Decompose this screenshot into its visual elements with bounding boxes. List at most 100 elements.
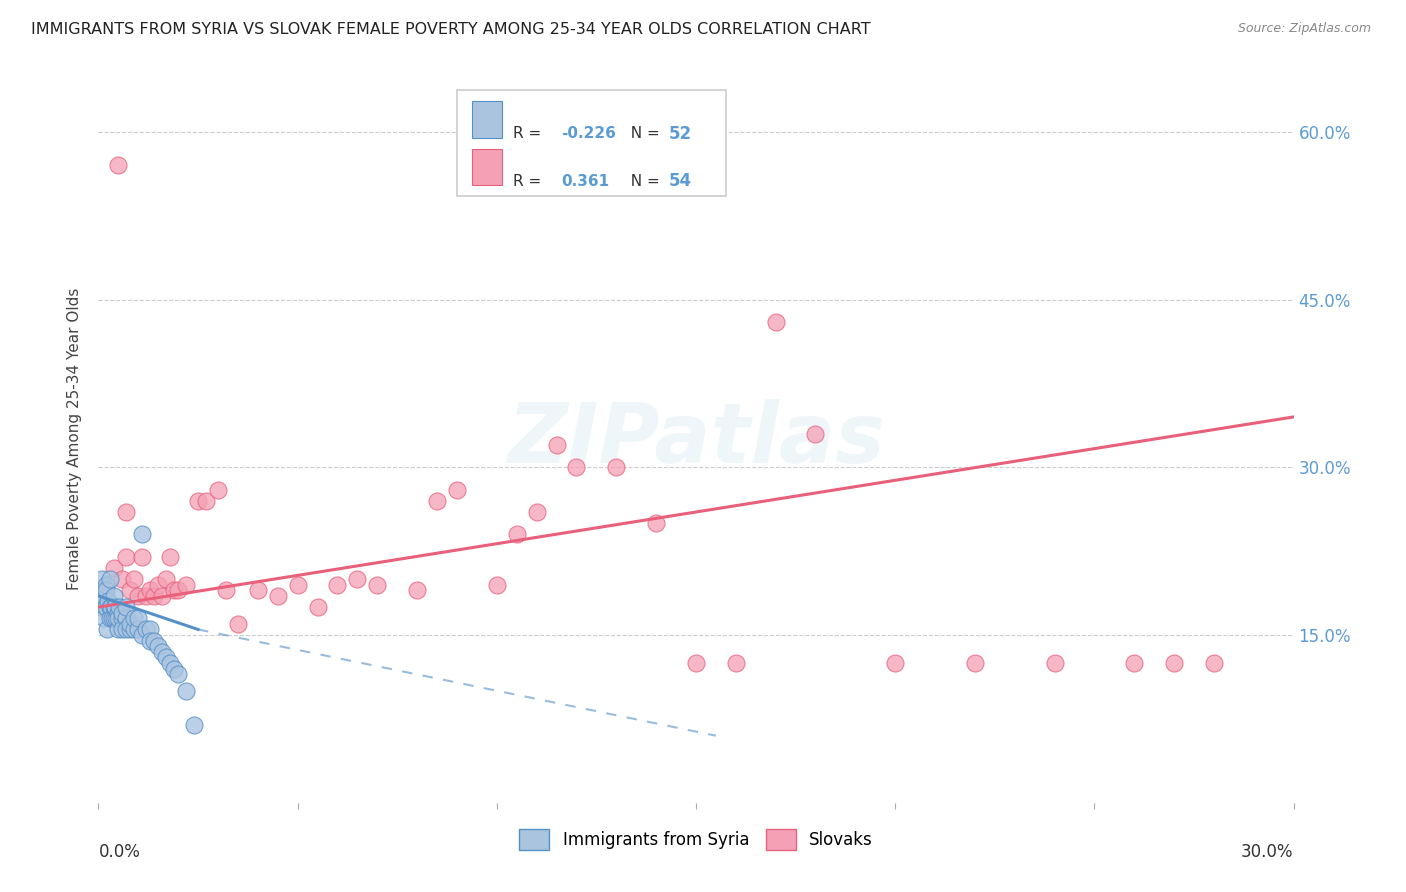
Text: ZIPatlas: ZIPatlas	[508, 399, 884, 480]
Point	[108, 600, 131, 615]
Point	[143, 589, 166, 603]
FancyBboxPatch shape	[472, 102, 502, 137]
Point	[159, 549, 181, 564]
Point	[124, 611, 146, 625]
Point	[91, 572, 114, 586]
Text: 52: 52	[668, 125, 692, 143]
Point	[115, 505, 138, 519]
Point	[163, 662, 186, 676]
Point	[131, 628, 153, 642]
Point	[103, 561, 125, 575]
Point	[187, 493, 209, 508]
Point	[91, 583, 114, 598]
Point	[406, 583, 429, 598]
Point	[267, 589, 290, 603]
Point	[111, 623, 134, 637]
Point	[115, 549, 138, 564]
Point	[96, 578, 118, 592]
Point	[115, 600, 138, 615]
Point	[100, 600, 122, 615]
Point	[215, 583, 238, 598]
Point	[226, 616, 249, 631]
Point	[107, 611, 129, 625]
Point	[150, 645, 173, 659]
Point	[91, 600, 114, 615]
Point	[645, 516, 668, 531]
Point	[1123, 656, 1146, 670]
Point	[526, 505, 548, 519]
Point	[174, 684, 197, 698]
FancyBboxPatch shape	[457, 90, 725, 195]
Point	[139, 633, 162, 648]
Point	[963, 656, 986, 670]
Point	[131, 549, 153, 564]
Point	[96, 583, 118, 598]
Text: 0.361: 0.361	[561, 174, 609, 189]
Point	[96, 623, 118, 637]
Point	[93, 611, 115, 625]
Point	[120, 616, 142, 631]
Point	[159, 656, 181, 670]
Point	[98, 572, 122, 586]
Point	[111, 606, 134, 620]
Point	[150, 589, 173, 603]
Point	[115, 611, 138, 625]
Point	[107, 623, 129, 637]
Point	[174, 578, 197, 592]
Point	[103, 589, 125, 603]
Point	[131, 527, 153, 541]
Point	[120, 623, 142, 637]
Point	[107, 158, 129, 172]
Point	[884, 656, 907, 670]
Point	[246, 583, 269, 598]
Text: Source: ZipAtlas.com: Source: ZipAtlas.com	[1237, 22, 1371, 36]
Text: 30.0%: 30.0%	[1241, 843, 1294, 861]
Point	[124, 623, 146, 637]
Point	[127, 611, 149, 625]
Point	[91, 589, 114, 603]
Point	[127, 589, 149, 603]
Point	[101, 611, 124, 625]
Point	[120, 583, 142, 598]
Point	[143, 633, 166, 648]
Point	[1163, 656, 1185, 670]
Point	[605, 460, 627, 475]
Point	[90, 600, 112, 615]
Point	[135, 589, 157, 603]
Point	[287, 578, 309, 592]
Point	[546, 438, 568, 452]
Point	[148, 578, 170, 592]
Text: IMMIGRANTS FROM SYRIA VS SLOVAK FEMALE POVERTY AMONG 25-34 YEAR OLDS CORRELATION: IMMIGRANTS FROM SYRIA VS SLOVAK FEMALE P…	[31, 22, 870, 37]
Point	[107, 606, 129, 620]
Text: R =: R =	[513, 127, 547, 142]
FancyBboxPatch shape	[472, 149, 502, 185]
Point	[139, 583, 162, 598]
Point	[765, 315, 787, 329]
Point	[93, 589, 115, 603]
Y-axis label: Female Poverty Among 25-34 Year Olds: Female Poverty Among 25-34 Year Olds	[67, 288, 83, 591]
Text: N =: N =	[620, 127, 664, 142]
Point	[98, 611, 122, 625]
Point	[111, 572, 134, 586]
Text: R =: R =	[513, 174, 547, 189]
Point	[307, 600, 329, 615]
Point	[183, 717, 205, 731]
Point	[163, 583, 186, 598]
Legend: Immigrants from Syria, Slovaks: Immigrants from Syria, Slovaks	[513, 822, 879, 856]
Text: N =: N =	[620, 174, 664, 189]
Point	[124, 572, 146, 586]
Point	[446, 483, 468, 497]
Point	[98, 600, 122, 615]
Text: -0.226: -0.226	[561, 127, 616, 142]
Point	[346, 572, 368, 586]
Point	[103, 600, 125, 615]
Point	[105, 611, 128, 625]
Point	[426, 493, 449, 508]
Point	[506, 527, 529, 541]
Point	[127, 623, 149, 637]
Point	[207, 483, 229, 497]
Point	[104, 600, 127, 615]
Point	[139, 623, 162, 637]
Point	[1043, 656, 1066, 670]
Point	[111, 611, 134, 625]
